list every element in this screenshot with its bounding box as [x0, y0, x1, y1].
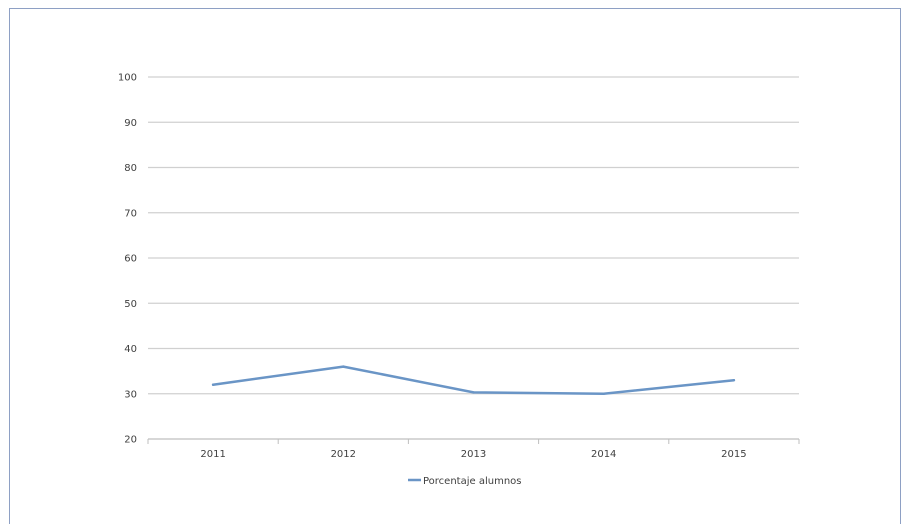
- x-tick-label-2013: 2013: [461, 449, 486, 460]
- y-tick-label-70: 70: [124, 208, 137, 219]
- y-tick-label-40: 40: [124, 344, 137, 355]
- x-tick-label-2011: 2011: [200, 449, 225, 460]
- y-tick-label-50: 50: [124, 299, 137, 310]
- data-point-2011: [211, 383, 215, 386]
- y-tick-label-60: 60: [124, 254, 137, 265]
- y-tick-label-80: 80: [124, 163, 137, 174]
- x-axis: [147, 438, 800, 444]
- legend-label-porcentaje-alumnos: Porcentaje alumnos: [423, 476, 521, 487]
- y-tick-label-90: 90: [124, 118, 137, 129]
- x-axis-tick-labels: 2011 2012 2013 2014 2015: [200, 449, 746, 460]
- data-point-2012: [342, 365, 345, 368]
- data-point-2015: [732, 378, 736, 382]
- gridlines: [148, 76, 799, 395]
- legend: Porcentaje alumnos: [408, 476, 521, 487]
- y-tick-label-100: 100: [118, 73, 137, 84]
- y-tick-label-20: 20: [124, 435, 137, 446]
- chart-frame: [9, 8, 901, 524]
- x-tick-label-2012: 2012: [331, 449, 356, 460]
- data-point-2014: [602, 392, 605, 395]
- series-layer: [211, 365, 736, 396]
- x-tick-label-2014: 2014: [591, 449, 616, 460]
- series-line-0: [211, 365, 736, 396]
- x-tick-label-2015: 2015: [721, 449, 746, 460]
- y-tick-label-30: 30: [124, 389, 137, 400]
- y-axis-tick-labels: 20 30 40 50 60 70 80 90 100: [118, 73, 137, 446]
- data-point-2013: [472, 391, 475, 394]
